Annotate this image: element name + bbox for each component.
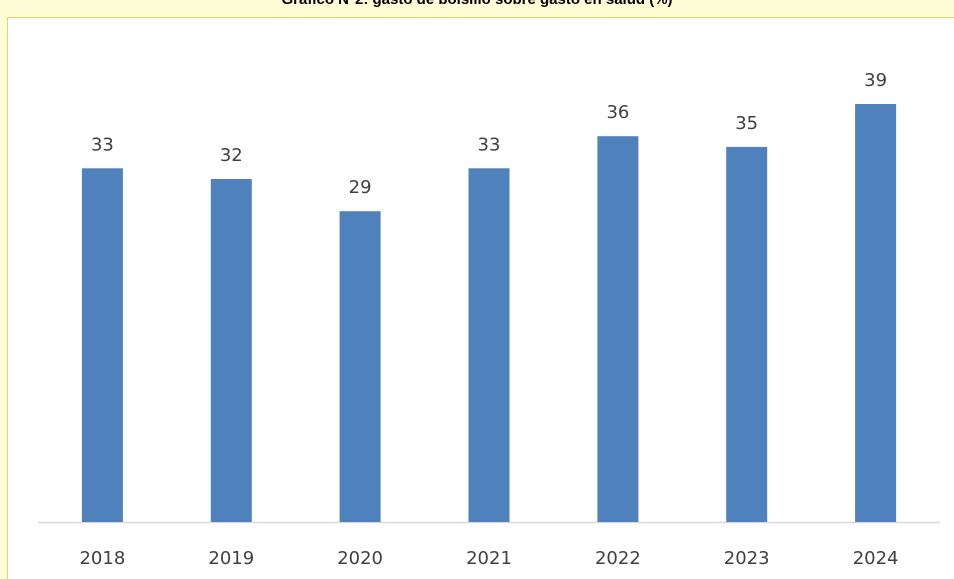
- value-label-2023: 35: [735, 113, 758, 134]
- value-label-2018: 33: [91, 134, 114, 155]
- x-tick-label-2024: 2024: [853, 548, 899, 569]
- bar-2018: [81, 168, 123, 523]
- value-label-2022: 36: [606, 102, 629, 123]
- bar-2020: [339, 211, 381, 522]
- x-tick-label-2019: 2019: [208, 548, 254, 569]
- x-tick-label-2021: 2021: [466, 548, 512, 569]
- value-label-2020: 29: [349, 177, 372, 198]
- value-label-2021: 33: [478, 134, 501, 155]
- bar-2024: [855, 104, 897, 522]
- x-tick-label-2023: 2023: [724, 548, 770, 569]
- value-label-2024: 39: [864, 70, 887, 91]
- bar-2023: [726, 146, 768, 522]
- bar-2019: [210, 179, 252, 522]
- x-tick-label-2018: 2018: [79, 548, 125, 569]
- x-tick-label-2020: 2020: [337, 548, 383, 569]
- value-label-2019: 32: [220, 145, 243, 166]
- x-tick-label-2022: 2022: [595, 548, 641, 569]
- bar-2022: [597, 136, 639, 522]
- chart-title: Gráfico N°2: gasto de bolsillo sobre gas…: [0, 0, 954, 9]
- bar-2021: [468, 168, 510, 523]
